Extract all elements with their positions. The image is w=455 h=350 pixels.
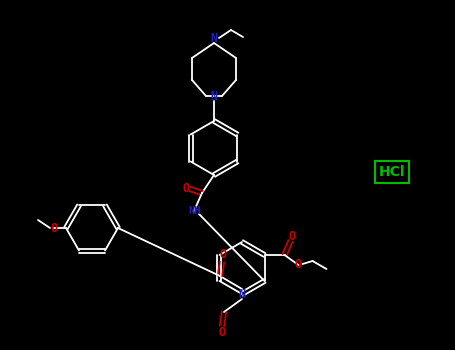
Text: O: O	[218, 327, 226, 340]
Text: N: N	[238, 287, 246, 301]
Text: O: O	[182, 182, 190, 196]
Text: O: O	[219, 248, 227, 261]
Text: O: O	[295, 259, 302, 272]
Text: O: O	[289, 230, 296, 243]
Text: HCl: HCl	[379, 165, 405, 179]
Text: O: O	[51, 222, 58, 235]
Text: N: N	[210, 32, 217, 44]
Text: NH: NH	[189, 206, 201, 216]
Text: N: N	[210, 90, 217, 103]
